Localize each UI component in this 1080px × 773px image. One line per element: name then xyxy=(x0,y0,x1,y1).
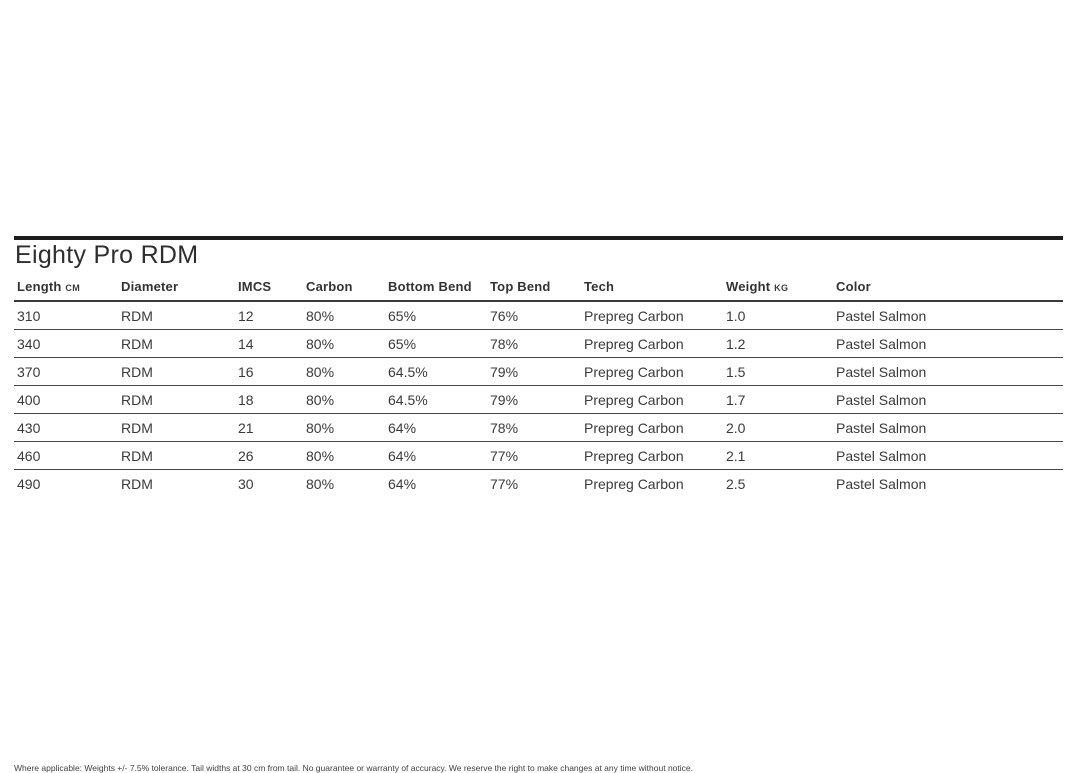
column-label: Weight xyxy=(726,279,771,294)
column-label: Length xyxy=(17,279,62,294)
column-unit: KG xyxy=(774,283,789,293)
column-label: Carbon xyxy=(306,279,353,294)
footer-disclaimer: Where applicable: Weights +/- 7.5% toler… xyxy=(14,763,693,773)
cell-tech: Prepreg Carbon xyxy=(581,441,723,470)
cell-weight: 2.5 xyxy=(726,475,746,492)
cell-diameter: RDM xyxy=(118,441,235,470)
cell-top_bend: 78% xyxy=(487,329,581,358)
cell-diameter: RDM xyxy=(118,301,235,330)
cell-length: 490 xyxy=(17,475,41,492)
column-label: Bottom Bend xyxy=(388,279,472,294)
table-row: 310 RDM 12 80% 65% 76% Prepreg Carbon 1.… xyxy=(14,301,1063,330)
cell-diameter: RDM xyxy=(118,385,235,414)
cell-color: Pastel Salmon xyxy=(833,413,1063,442)
cell-bottom_bend: 64% xyxy=(388,475,417,492)
cell-top_bend: 77% xyxy=(490,475,519,492)
spec-table-header: Length CM Diameter IMCS Carbon Bottom Be… xyxy=(14,273,1063,302)
cell-bottom_bend: 64% xyxy=(385,413,487,442)
cell-tech: Prepreg Carbon xyxy=(581,301,723,330)
column-unit: CM xyxy=(65,283,81,293)
column-header-weight: Weight KG xyxy=(723,273,833,302)
cell-carbon: 80% xyxy=(306,475,335,492)
cell-weight: 1.2 xyxy=(723,329,833,358)
cell-tech: Prepreg Carbon xyxy=(581,357,723,386)
spec-table-body: 310 RDM 12 80% 65% 76% Prepreg Carbon 1.… xyxy=(14,301,1063,497)
table-row: 370 RDM 16 80% 64.5% 79% Prepreg Carbon … xyxy=(14,357,1063,386)
cell-top_bend: 79% xyxy=(487,357,581,386)
cell-diameter: RDM xyxy=(121,475,153,492)
cell-bottom_bend: 64.5% xyxy=(385,385,487,414)
cell-length: 310 xyxy=(14,301,118,330)
column-label: Top Bend xyxy=(490,279,551,294)
column-header-tech: Tech xyxy=(581,273,723,302)
column-header-top-bend: Top Bend xyxy=(487,273,581,302)
cell-bottom_bend: 65% xyxy=(385,301,487,330)
column-label: IMCS xyxy=(238,279,272,294)
cell-imcs: 21 xyxy=(235,413,303,442)
cell-length: 400 xyxy=(14,385,118,414)
cell-color: Pastel Salmon xyxy=(836,475,927,492)
cell-tech: Prepreg Carbon xyxy=(584,475,684,492)
cell-bottom_bend: 65% xyxy=(385,329,487,358)
cell-color: Pastel Salmon xyxy=(833,357,1063,386)
table-row: 490 RDM 30 80% 64% 77% Prepreg Carbon 2.… xyxy=(14,470,1063,498)
column-header-imcs: IMCS xyxy=(235,273,303,302)
cell-diameter: RDM xyxy=(118,357,235,386)
cell-top_bend: 79% xyxy=(487,385,581,414)
spec-table: Length CM Diameter IMCS Carbon Bottom Be… xyxy=(14,273,1063,497)
section-title: Eighty Pro RDM xyxy=(15,241,199,269)
column-label: Tech xyxy=(584,279,615,294)
cell-top_bend: 77% xyxy=(487,441,581,470)
cell-length: 460 xyxy=(14,441,118,470)
cell-carbon: 80% xyxy=(303,301,385,330)
cell-diameter: RDM xyxy=(118,329,235,358)
column-header-diameter: Diameter xyxy=(118,273,235,302)
cell-imcs: 16 xyxy=(235,357,303,386)
cell-tech: Prepreg Carbon xyxy=(581,329,723,358)
cell-imcs: 12 xyxy=(235,301,303,330)
cell-carbon: 80% xyxy=(303,385,385,414)
cell-top_bend: 78% xyxy=(487,413,581,442)
top-divider-rule xyxy=(14,236,1063,240)
header-row: Length CM Diameter IMCS Carbon Bottom Be… xyxy=(14,273,1063,302)
cell-length: 340 xyxy=(14,329,118,358)
cell-length: 370 xyxy=(14,357,118,386)
table-row: 430 RDM 21 80% 64% 78% Prepreg Carbon 2.… xyxy=(14,413,1063,442)
cell-weight: 2.1 xyxy=(723,441,833,470)
cell-diameter: RDM xyxy=(118,413,235,442)
cell-carbon: 80% xyxy=(303,413,385,442)
cell-carbon: 80% xyxy=(303,357,385,386)
cell-color: Pastel Salmon xyxy=(833,385,1063,414)
column-header-bottom-bend: Bottom Bend xyxy=(385,273,487,302)
cell-bottom_bend: 64.5% xyxy=(385,357,487,386)
cell-imcs: 26 xyxy=(235,441,303,470)
cell-color: Pastel Salmon xyxy=(833,441,1063,470)
cell-weight: 1.0 xyxy=(723,301,833,330)
column-header-carbon: Carbon xyxy=(303,273,385,302)
cell-imcs: 18 xyxy=(235,385,303,414)
cell-length: 430 xyxy=(14,413,118,442)
cell-weight: 2.0 xyxy=(723,413,833,442)
table-row: 340 RDM 14 80% 65% 78% Prepreg Carbon 1.… xyxy=(14,329,1063,358)
cell-color: Pastel Salmon xyxy=(833,301,1063,330)
cell-top_bend: 76% xyxy=(487,301,581,330)
cell-imcs: 14 xyxy=(235,329,303,358)
column-label: Color xyxy=(836,279,871,294)
cell-tech: Prepreg Carbon xyxy=(581,385,723,414)
cell-carbon: 80% xyxy=(303,441,385,470)
column-header-color: Color xyxy=(833,273,1063,302)
cell-carbon: 80% xyxy=(303,329,385,358)
column-header-length: Length CM xyxy=(14,273,118,302)
table-row: 400 RDM 18 80% 64.5% 79% Prepreg Carbon … xyxy=(14,385,1063,414)
cell-weight: 1.5 xyxy=(723,357,833,386)
column-label: Diameter xyxy=(121,279,179,294)
cell-bottom_bend: 64% xyxy=(385,441,487,470)
table-row: 460 RDM 26 80% 64% 77% Prepreg Carbon 2.… xyxy=(14,441,1063,470)
cell-weight: 1.7 xyxy=(723,385,833,414)
cell-imcs: 30 xyxy=(238,475,254,492)
cell-tech: Prepreg Carbon xyxy=(581,413,723,442)
cell-color: Pastel Salmon xyxy=(833,329,1063,358)
